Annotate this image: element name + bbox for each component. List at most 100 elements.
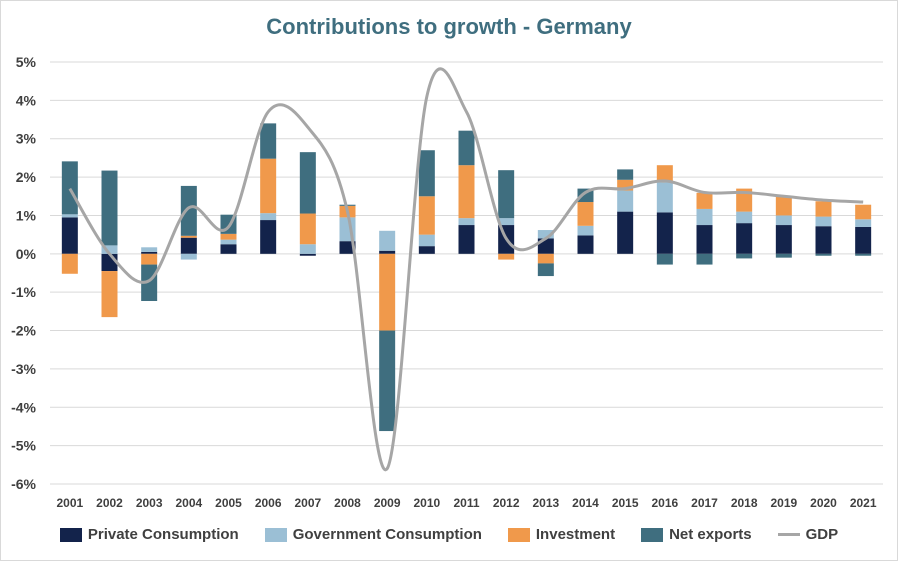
bar-investment xyxy=(180,235,197,238)
legend-item-government-consumption: Government Consumption xyxy=(264,526,482,543)
legend-item-private-consumption: Private Consumption xyxy=(59,526,239,543)
bar-investment xyxy=(61,253,78,274)
bar-net-exports xyxy=(617,169,634,180)
legend-label: Investment xyxy=(535,526,616,543)
x-tick-label: 2001 xyxy=(56,496,83,510)
bar-investment xyxy=(458,165,475,219)
bar-net-exports xyxy=(141,264,158,302)
x-tick-label: 2011 xyxy=(453,496,479,510)
y-tick-label: -5% xyxy=(11,438,36,454)
x-tick-label: 2004 xyxy=(175,496,202,510)
bar-investment xyxy=(379,253,396,331)
legend-swatch xyxy=(264,527,287,542)
legend-label: Private Consumption xyxy=(87,526,239,543)
bar-investment xyxy=(855,204,872,220)
bar-private-consumption xyxy=(736,223,753,254)
legend-item-gdp: GDP xyxy=(777,526,839,543)
bar-investment xyxy=(736,188,753,212)
bar-investment xyxy=(656,165,673,183)
bar-net-exports xyxy=(855,253,872,256)
bar-government-consumption xyxy=(101,245,118,254)
bar-government-consumption xyxy=(180,253,197,260)
x-tick-label: 2018 xyxy=(731,496,758,510)
legend-label: Government Consumption xyxy=(292,526,482,543)
y-tick-label: -1% xyxy=(11,284,36,300)
bar-private-consumption xyxy=(260,220,277,254)
bar-net-exports xyxy=(260,123,277,159)
bar-investment xyxy=(775,195,792,216)
bar-government-consumption xyxy=(617,190,634,212)
bar-net-exports xyxy=(180,185,197,236)
bar-private-consumption xyxy=(696,225,713,254)
bar-private-consumption xyxy=(458,225,475,254)
legend-item-investment: Investment xyxy=(507,526,616,543)
bar-government-consumption xyxy=(736,211,753,224)
bar-investment xyxy=(815,201,832,217)
x-tick-label: 2009 xyxy=(374,496,401,510)
bar-net-exports xyxy=(736,253,753,259)
bar-government-consumption xyxy=(220,239,237,245)
legend-swatch xyxy=(507,527,530,542)
bar-private-consumption xyxy=(815,226,832,254)
bar-government-consumption xyxy=(141,247,158,252)
bar-government-consumption xyxy=(418,234,435,247)
x-tick-label: 2002 xyxy=(96,496,123,510)
bar-government-consumption xyxy=(61,214,78,218)
bar-private-consumption xyxy=(141,251,158,254)
bar-net-exports xyxy=(418,150,435,197)
bar-private-consumption xyxy=(617,211,634,254)
x-tick-label: 2017 xyxy=(691,496,718,510)
bar-investment xyxy=(537,253,554,264)
chart-title: Contributions to growth - Germany xyxy=(266,14,632,39)
y-tick-label: -3% xyxy=(11,361,36,377)
x-tick-label: 2012 xyxy=(493,496,520,510)
x-tick-label: 2020 xyxy=(810,496,837,510)
bar-government-consumption xyxy=(379,230,396,251)
legend-swatch xyxy=(777,533,800,536)
bar-private-consumption xyxy=(418,246,435,254)
x-tick-label: 2006 xyxy=(255,496,282,510)
bar-government-consumption xyxy=(855,219,872,227)
y-tick-label: 2% xyxy=(16,169,37,185)
bar-investment xyxy=(577,202,594,226)
bar-private-consumption xyxy=(656,212,673,254)
bar-investment xyxy=(498,253,515,260)
y-tick-label: -6% xyxy=(11,476,36,492)
bar-net-exports xyxy=(537,263,554,277)
x-tick-label: 2021 xyxy=(850,496,877,510)
bar-investment xyxy=(299,213,316,245)
bar-net-exports xyxy=(656,253,673,265)
bar-government-consumption xyxy=(458,218,475,226)
bar-net-exports xyxy=(299,152,316,214)
bar-net-exports xyxy=(61,161,78,215)
bar-investment xyxy=(101,271,118,318)
x-tick-label: 2003 xyxy=(136,496,163,510)
x-tick-label: 2008 xyxy=(334,496,361,510)
legend-label: Net exports xyxy=(669,526,752,543)
bar-private-consumption xyxy=(61,217,78,254)
bar-government-consumption xyxy=(815,216,832,227)
bar-private-consumption xyxy=(855,226,872,254)
bar-investment xyxy=(617,179,634,191)
bar-government-consumption xyxy=(577,225,594,236)
bar-private-consumption xyxy=(299,253,316,256)
bar-private-consumption xyxy=(180,237,197,254)
chart-legend: Private Consumption Government Consumptio… xyxy=(0,526,898,543)
legend-swatch xyxy=(641,527,664,542)
bar-private-consumption xyxy=(379,250,396,254)
x-tick-label: 2019 xyxy=(770,496,797,510)
bar-investment xyxy=(418,196,435,235)
legend-label: GDP xyxy=(805,526,839,543)
bar-net-exports xyxy=(101,170,118,246)
y-tick-label: 3% xyxy=(16,131,37,147)
x-tick-label: 2010 xyxy=(413,496,440,510)
x-tick-label: 2016 xyxy=(651,496,678,510)
bar-government-consumption xyxy=(775,215,792,226)
y-tick-label: 0% xyxy=(16,246,37,262)
bar-net-exports xyxy=(696,253,713,265)
x-tick-label: 2007 xyxy=(294,496,321,510)
bar-investment xyxy=(220,233,237,240)
gdp-line xyxy=(68,67,864,472)
bar-government-consumption xyxy=(260,213,277,221)
bar-investment xyxy=(696,192,713,209)
